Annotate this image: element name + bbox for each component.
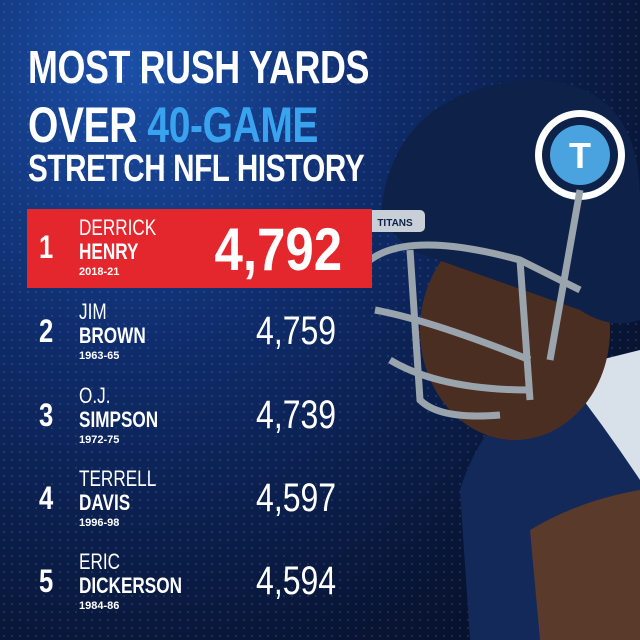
title-line-2: OVER 40-GAME [28, 96, 318, 154]
player-last-name: HENRY [79, 239, 139, 264]
player-years: 1963-65 [79, 350, 120, 362]
title-prefix: OVER [28, 97, 148, 153]
title-line-1: MOST RUSH YARDS [28, 41, 370, 93]
player-first-name: DERRICK [79, 215, 157, 240]
rush-yards: 4,739 [255, 393, 336, 437]
player-first-name: O.J. [79, 383, 111, 408]
helmet-text: TITANS [377, 218, 413, 229]
rank-number: 2 [39, 313, 54, 349]
svg-text:T: T [569, 135, 591, 176]
ranking-row: 1 DERRICK HENRY 2018-21 4,792 [27, 209, 372, 288]
ranking-row: 3 O.J. SIMPSON 1972-75 4,739 [27, 377, 372, 456]
player-last-name: BROWN [79, 323, 146, 348]
player-first-name: JIM [79, 299, 107, 324]
rank-number: 3 [39, 397, 54, 433]
player-years: 2018-21 [79, 266, 120, 278]
player-years: 1984-86 [79, 600, 120, 612]
player-first-name: ERIC [79, 549, 120, 574]
rank-number: 1 [39, 229, 54, 265]
player-photo: T TITANS [365, 80, 640, 640]
rush-yards: 4,597 [255, 476, 336, 520]
player-years: 1996-98 [79, 517, 120, 529]
player-last-name: DICKERSON [79, 573, 182, 598]
player-last-name: DAVIS [79, 490, 131, 515]
rank-number: 4 [39, 480, 54, 516]
ranking-row: 2 JIM BROWN 1963-65 4,759 [27, 293, 372, 372]
rush-yards: 4,792 [214, 216, 342, 283]
facemask [367, 189, 584, 420]
rush-yards: 4,594 [255, 559, 336, 603]
ranking-row: 4 TERRELL DAVIS 1996-98 4,597 [27, 460, 372, 539]
rank-number: 5 [39, 563, 54, 599]
title-line-3: STRETCH NFL HISTORY [28, 148, 365, 190]
player-last-name: SIMPSON [79, 407, 159, 432]
rush-yards: 4,759 [255, 309, 336, 353]
arm [530, 490, 640, 640]
player-years: 1972-75 [79, 434, 120, 446]
title-accent: 40-GAME [147, 97, 319, 153]
ranking-row: 5 ERIC DICKERSON 1984-86 4,594 [27, 543, 372, 622]
player-first-name: TERRELL [79, 466, 157, 491]
